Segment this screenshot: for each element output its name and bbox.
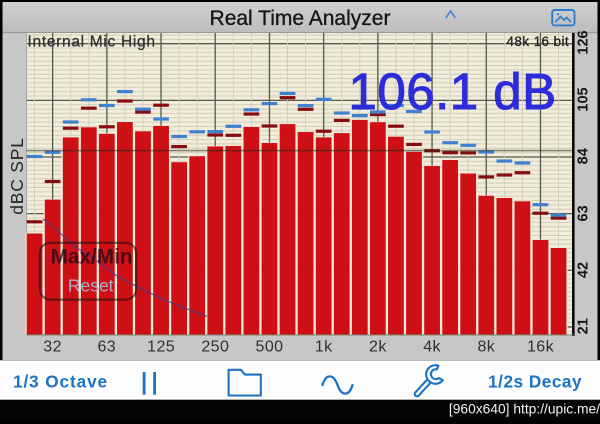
svg-text:125: 125 <box>147 339 175 356</box>
svg-text:48k 16 bit: 48k 16 bit <box>506 34 569 49</box>
svg-text:106.1 dB: 106.1 dB <box>349 63 557 120</box>
svg-text:1/3 Octave: 1/3 Octave <box>13 372 108 392</box>
svg-text:16k: 16k <box>527 339 555 356</box>
svg-text:8k: 8k <box>477 339 495 356</box>
svg-text:105: 105 <box>576 87 592 111</box>
svg-text:32: 32 <box>43 339 62 356</box>
svg-text:250: 250 <box>201 339 229 356</box>
svg-text:Max/Min: Max/Min <box>51 246 133 269</box>
svg-text:4k: 4k <box>423 339 441 356</box>
svg-text:dBC SPL: dBC SPL <box>7 137 27 215</box>
svg-text:Reset: Reset <box>68 276 114 296</box>
svg-text:Real Time Analyzer: Real Time Analyzer <box>210 7 391 30</box>
svg-text:21: 21 <box>576 318 592 334</box>
svg-text:500: 500 <box>256 339 284 356</box>
svg-text:Internal Mic High: Internal Mic High <box>28 34 156 51</box>
svg-text:126: 126 <box>576 30 592 54</box>
svg-text:42: 42 <box>576 262 592 278</box>
svg-text:2k: 2k <box>369 339 387 356</box>
svg-text:63: 63 <box>576 205 592 221</box>
svg-text:84: 84 <box>576 148 592 164</box>
svg-text:1/2s Decay: 1/2s Decay <box>488 372 582 392</box>
svg-text:63: 63 <box>97 339 116 356</box>
svg-text:1k: 1k <box>315 339 333 356</box>
svg-text:[960x640] http://upic.me/: [960x640] http://upic.me/ <box>449 402 600 417</box>
